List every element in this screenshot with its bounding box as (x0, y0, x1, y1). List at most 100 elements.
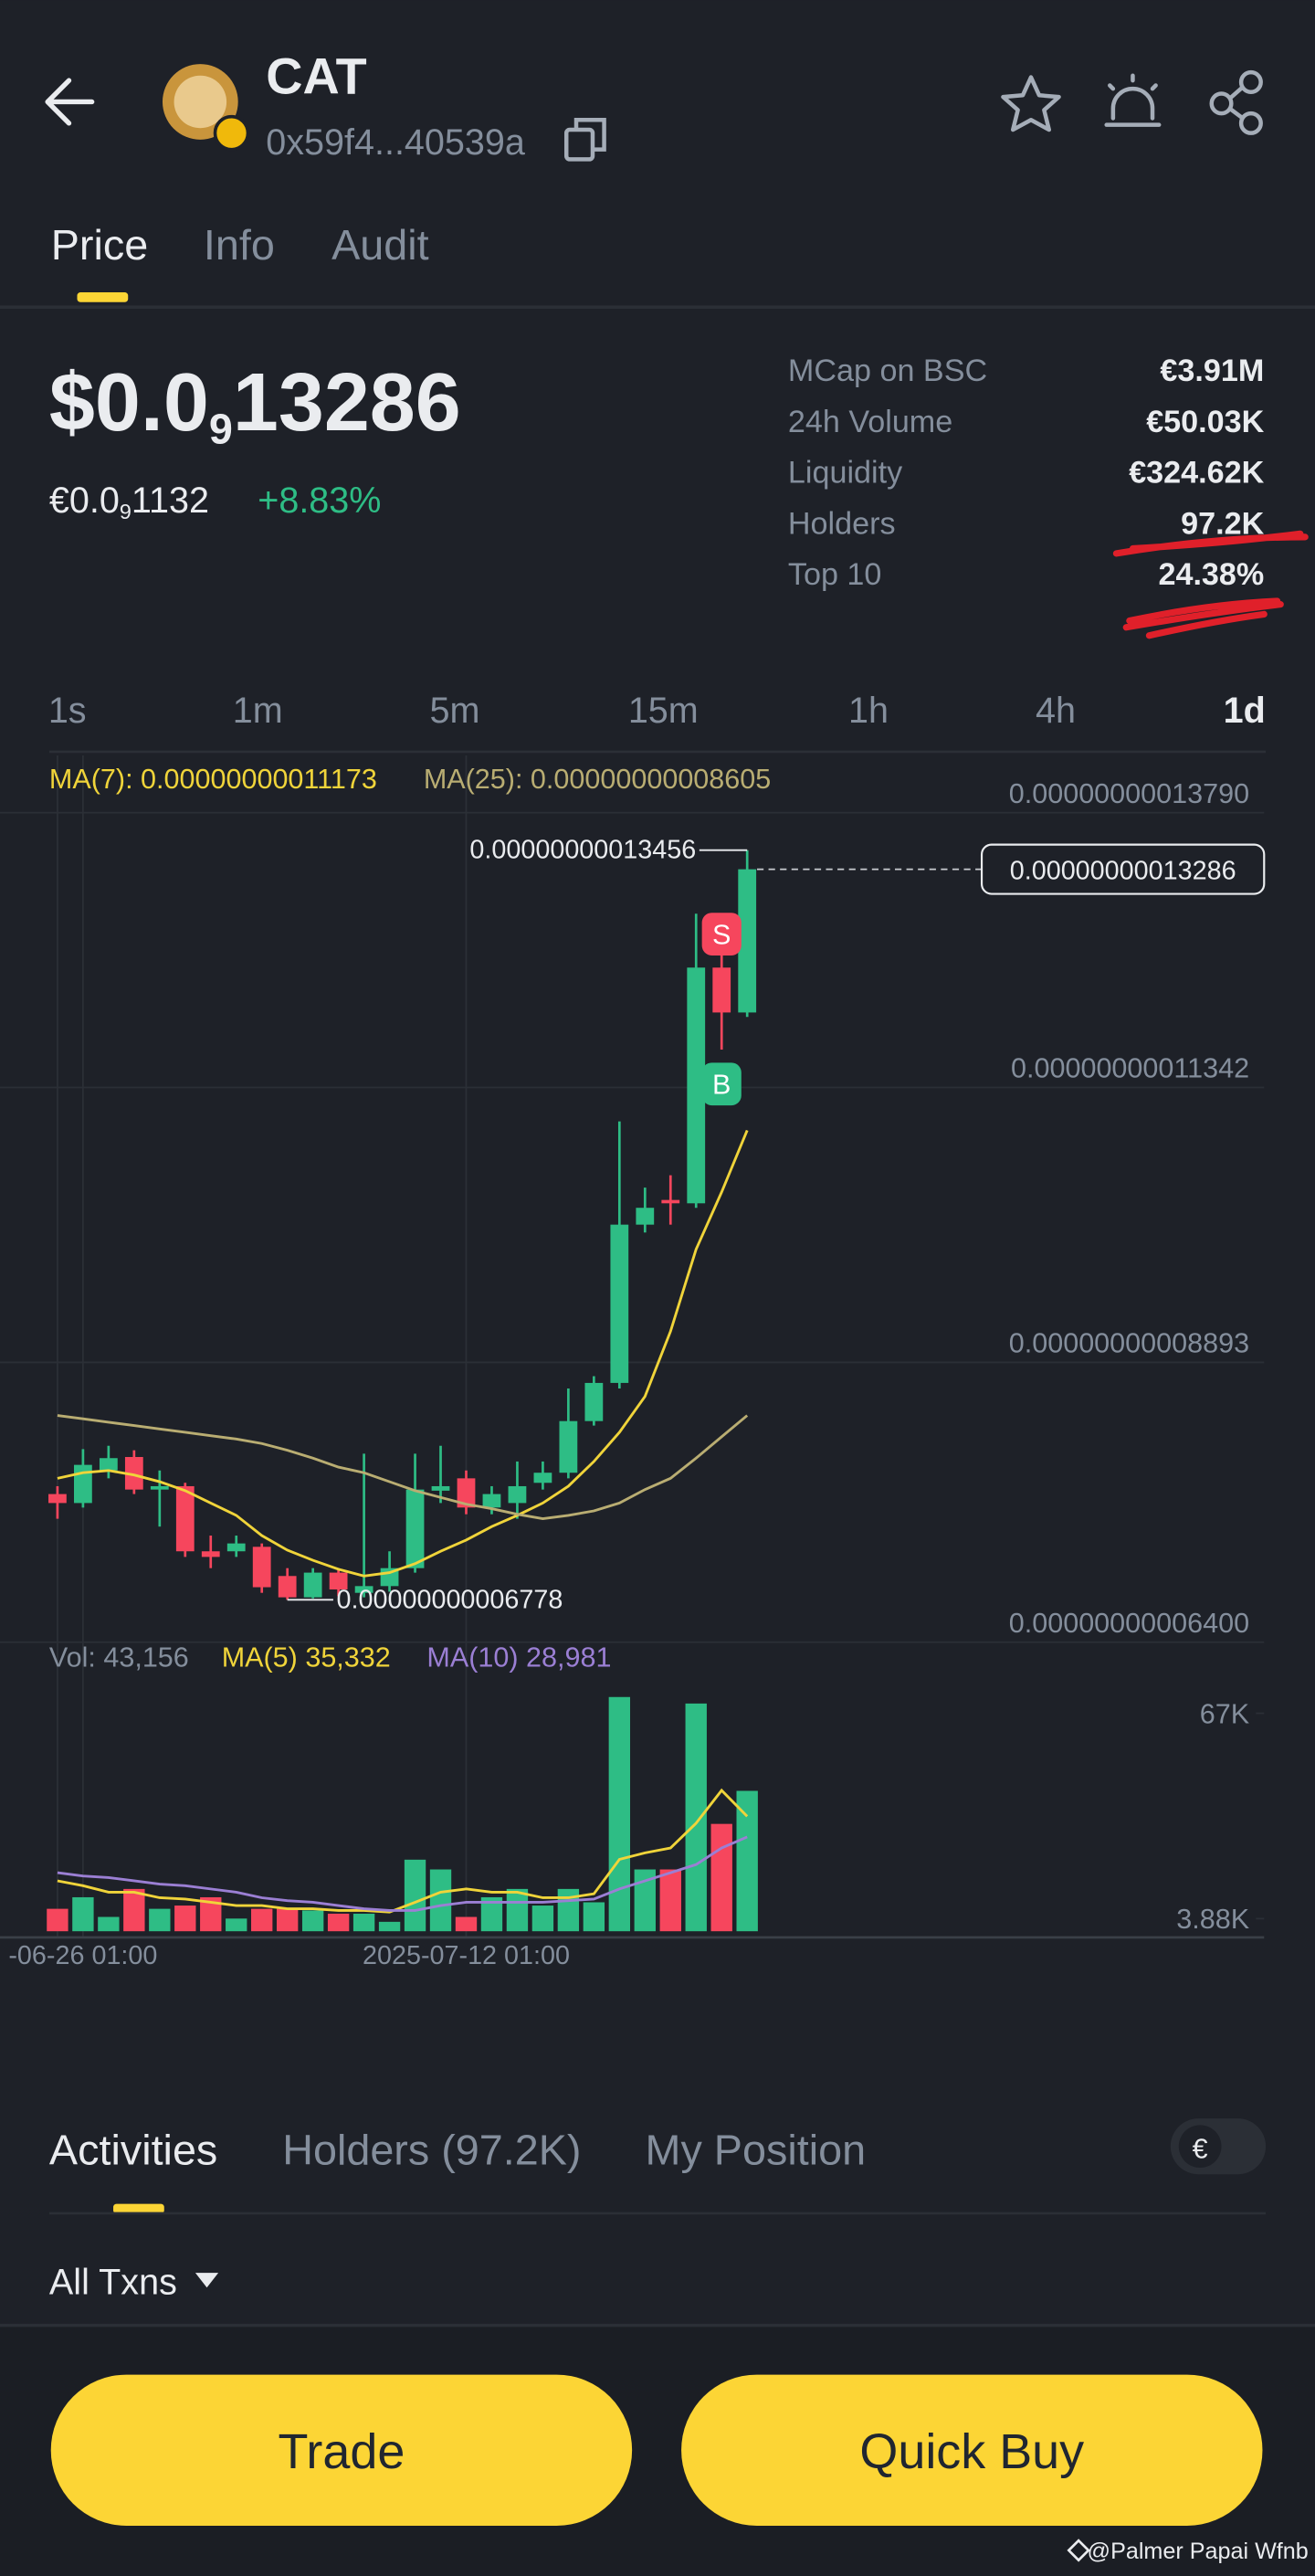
tab[interactable]: Price (51, 221, 148, 269)
stat-label: Holders (788, 506, 896, 541)
volume-bar (378, 1921, 401, 1932)
candle-body (738, 869, 757, 1013)
tab[interactable]: Info (204, 221, 275, 269)
button-label: Trade (279, 2424, 405, 2479)
volume-bar (174, 1906, 196, 1932)
candle-body (431, 1485, 450, 1491)
divider (0, 305, 1315, 310)
share-button[interactable] (1209, 69, 1263, 135)
bottom-tab[interactable]: My Position (646, 2126, 867, 2173)
legend-entry: MA(25): 0.00000000008605 (424, 764, 771, 795)
volume-bar (200, 1896, 222, 1932)
candle-body (150, 1485, 169, 1490)
candle-body (226, 1543, 246, 1552)
volume-bar (506, 1888, 529, 1932)
last-price-label: 0.00000000013286 (1010, 856, 1236, 885)
candle-body (559, 1420, 578, 1473)
copy-button[interactable] (563, 118, 606, 162)
volume-ma-line (57, 1835, 748, 1912)
divider (48, 2212, 1267, 2215)
volume-bar (226, 1918, 247, 1932)
stat-value: €324.62K (1129, 456, 1264, 491)
stat-label: MCap on BSC (788, 354, 987, 388)
candle-body (457, 1478, 476, 1508)
toggle-knob (1178, 2125, 1222, 2169)
candle-body (482, 1494, 501, 1508)
button-label: Quick Buy (859, 2424, 1084, 2479)
volume-bar (149, 1908, 171, 1932)
volume-bar (583, 1902, 605, 1932)
volume-bar (710, 1823, 732, 1932)
interval[interactable]: 4h (1036, 691, 1076, 731)
tab[interactable]: Audit (331, 221, 429, 269)
stat-label: Liquidity (788, 456, 902, 491)
volume-bar (98, 1916, 120, 1932)
volume-bar (72, 1896, 94, 1932)
candle-body (687, 967, 706, 1204)
volume-bar (429, 1869, 452, 1932)
candle-body (278, 1576, 297, 1598)
volume-bar (455, 1916, 478, 1932)
candle-body (636, 1208, 655, 1225)
alert-button[interactable] (1104, 73, 1162, 127)
volume-bar (659, 1869, 681, 1932)
candle-body (405, 1489, 425, 1568)
stat-value: €3.91M (1160, 354, 1264, 388)
ma-line (57, 1414, 749, 1521)
candle-body (661, 1199, 680, 1204)
volume-bar (634, 1869, 656, 1932)
volume-bar (123, 1888, 145, 1932)
quick-buy-button[interactable] (681, 2374, 1263, 2526)
stat-value: 24.38% (1158, 557, 1264, 592)
interval[interactable]: 1h (848, 691, 889, 731)
low-label: 0.00000000006778 (337, 1585, 563, 1614)
y-tick-label: 0.00000000013790 (1009, 778, 1249, 809)
candle-body (508, 1485, 527, 1504)
bottom-tab[interactable]: Activities (49, 2126, 217, 2173)
legend-entry: MA(7): 0.00000000011173 (49, 764, 377, 795)
volume-bar (276, 1908, 299, 1932)
scribble (1112, 530, 1309, 639)
volume-bar (251, 1908, 273, 1932)
candle-body (99, 1458, 118, 1471)
candle-body (533, 1473, 552, 1483)
last-price-box (980, 843, 1266, 895)
back-button[interactable] (45, 78, 95, 126)
y-tick-label: 0.00000000011342 (1011, 1053, 1249, 1084)
legend-entry: MA(5) 35,332 (222, 1642, 391, 1673)
volume-bar (608, 1696, 631, 1932)
interval[interactable]: 15m (628, 691, 699, 731)
filter[interactable]: All Txns (49, 2262, 177, 2302)
volume-bar (327, 1913, 350, 1932)
interval[interactable]: 1m (233, 691, 283, 731)
volume-ma-line (57, 1788, 749, 1914)
candle-body (303, 1572, 322, 1598)
trade-marker-label: S (712, 919, 731, 950)
volume-bar (531, 1906, 554, 1932)
interval[interactable]: 1d (1224, 691, 1266, 731)
trade-marker (701, 913, 742, 955)
x-tick-label: 2025-07-12 01:00 (363, 1941, 570, 1970)
interval[interactable]: 5m (430, 691, 480, 731)
stat-label: Top 10 (788, 557, 882, 592)
favorite-button[interactable] (1001, 75, 1061, 132)
candle-body (175, 1485, 195, 1552)
candle-body (252, 1547, 271, 1588)
interval[interactable]: 1s (48, 691, 87, 731)
candle-body (48, 1494, 67, 1504)
volume-bar (480, 1896, 503, 1932)
volume-bar (352, 1913, 375, 1932)
bottom-tab[interactable]: Holders (97.2K) (282, 2126, 581, 2173)
tab-indicator (77, 292, 129, 302)
stat-label: 24h Volume (788, 405, 952, 439)
candle-body (712, 967, 731, 1013)
candle-body (201, 1551, 220, 1557)
y-tick-label: 0.00000000008893 (1009, 1328, 1249, 1359)
token-address: 0x59f4...40539a (266, 122, 525, 163)
candle-body (329, 1572, 348, 1590)
trade-button[interactable] (50, 2374, 633, 2526)
volume-bar (47, 1908, 68, 1932)
volume-baseline (0, 1936, 1265, 1939)
